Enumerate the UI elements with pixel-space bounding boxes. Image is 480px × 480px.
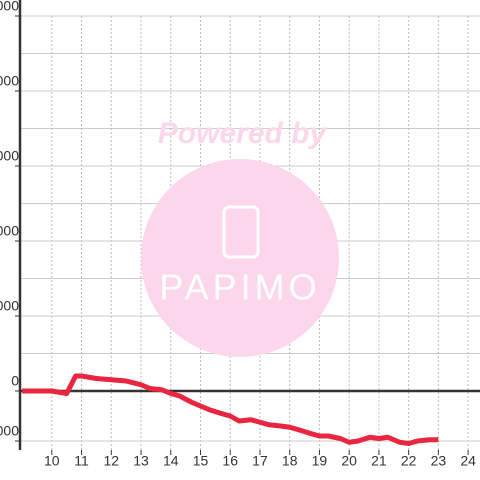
watermark-logo: PAPIMO: [159, 267, 320, 308]
x-tick-label: 24: [460, 453, 476, 469]
data-line: [22, 373, 439, 446]
y-tick-label: 90,000: [0, 148, 19, 164]
y-tick-label: 150,000: [0, 0, 19, 14]
x-tick-label: 20: [341, 453, 357, 469]
x-tick-label: 17: [252, 453, 268, 469]
x-tick-label: 18: [282, 453, 298, 469]
x-tick-label: 13: [133, 453, 149, 469]
x-tick-label: 21: [371, 453, 387, 469]
watermark: Powered by PAPIMO: [141, 117, 339, 357]
x-tick-label: 19: [312, 453, 328, 469]
x-tick-label: 10: [44, 453, 60, 469]
x-tick-label: 22: [401, 453, 417, 469]
x-tick-label: 14: [163, 453, 179, 469]
x-tick-label: 23: [431, 453, 447, 469]
watermark-phone: [222, 205, 260, 259]
x-tick-label: 11: [74, 453, 89, 469]
y-tick-label: -20,000: [0, 423, 19, 439]
x-tick-label: 12: [103, 453, 119, 469]
x-tick-label: 16: [222, 453, 238, 469]
y-tick-label: 0: [11, 373, 19, 389]
y-tick-label: 120,000: [0, 73, 19, 89]
x-tick-label: 15: [193, 453, 209, 469]
y-tick-label: 30,000: [0, 298, 19, 314]
y-tick-label: 60,000: [0, 223, 19, 239]
watermark-text: Powered by: [158, 117, 328, 150]
